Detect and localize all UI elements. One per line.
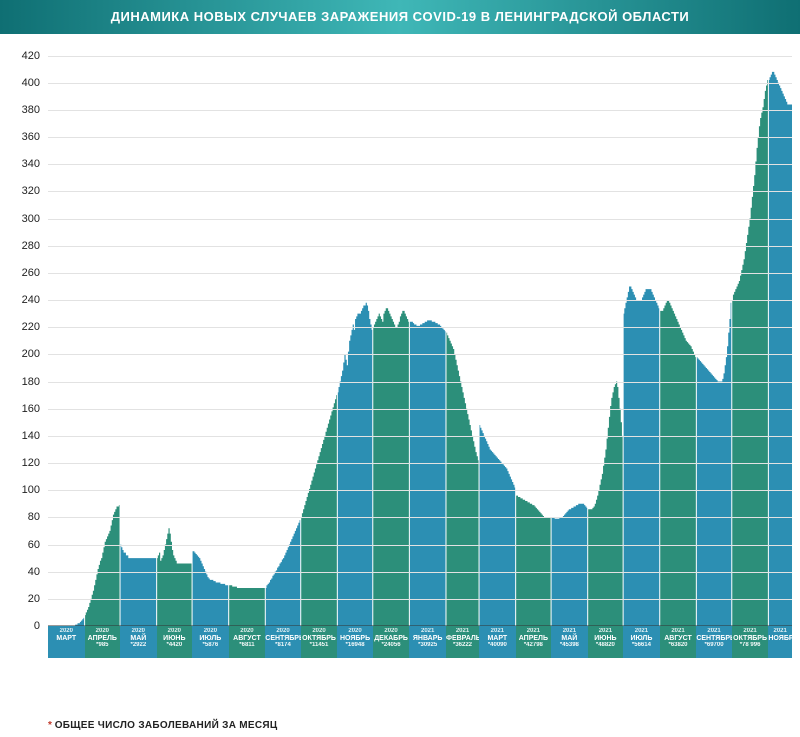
plot-area: 2020МАРТ2020АПРЕЛЬ*9852020МАЙ*29222020ИЮ… — [48, 42, 792, 658]
x-month-label: 2020АПРЕЛЬ*985 — [85, 626, 120, 658]
gridline — [48, 382, 792, 383]
month-area — [373, 308, 410, 626]
x-month-label: 2021ФЕВРАЛЬ*36222 — [446, 626, 479, 658]
x-month-label: 2020НОЯБРЬ*16948 — [337, 626, 372, 658]
x-month-label: 2021СЕНТЯБРЬ*69700 — [696, 626, 731, 658]
x-month-label: 2021МАЙ*45398 — [551, 626, 588, 658]
month-area — [588, 382, 623, 626]
gridline — [48, 572, 792, 573]
gridline — [48, 56, 792, 57]
gridline — [48, 300, 792, 301]
gridline — [48, 463, 792, 464]
gridline — [48, 490, 792, 491]
gridline — [48, 83, 792, 84]
gridline — [48, 436, 792, 437]
month-area — [479, 425, 516, 626]
x-month-label: 2021АВГУСТ*63820 — [660, 626, 697, 658]
y-axis: 0 20 40 60 80 100 120 140 160 180 200 220 240 260 280 3… — [0, 42, 44, 658]
x-month-label: 2021АПРЕЛЬ*42798 — [516, 626, 551, 658]
gridline — [48, 191, 792, 192]
x-month-label: 2020ДЕКАБРЬ*24056 — [373, 626, 410, 658]
month-area — [157, 528, 192, 626]
x-month-label: 2020ИЮНЬ*4420 — [157, 626, 192, 658]
y-tick-label: 300 — [22, 213, 40, 225]
y-tick-label: 120 — [22, 457, 40, 469]
gridline — [48, 273, 792, 274]
y-tick-label: 0 — [34, 620, 40, 632]
y-tick-label: 260 — [22, 267, 40, 279]
gridline — [48, 164, 792, 165]
gridline — [48, 517, 792, 518]
y-tick-label: 200 — [22, 348, 40, 360]
month-area — [192, 551, 229, 626]
chart-container: { "title": "ДИНАМИКА НОВЫХ СЛУЧАЕВ ЗАРАЖ… — [0, 0, 800, 737]
y-tick-label: 380 — [22, 104, 40, 116]
y-tick-label: 160 — [22, 403, 40, 415]
month-area — [516, 496, 551, 626]
month-area — [623, 286, 660, 626]
x-month-label: 2021НОЯБРЬ — [768, 626, 792, 658]
x-month-label: 2020АВГУСТ*6811 — [229, 626, 266, 658]
gridline — [48, 219, 792, 220]
x-month-label: 2020МАРТ — [48, 626, 85, 658]
y-tick-label: 40 — [28, 566, 40, 578]
footnote: * ОБЩЕЕ ЧИСЛО ЗАБОЛЕВАНИЙ ЗА МЕСЯЦ — [48, 720, 278, 731]
month-area — [446, 333, 479, 626]
gridline — [48, 110, 792, 111]
x-month-label: 2021ОКТЯБРЬ*78 996 — [732, 626, 769, 658]
x-month-label: 2021ИЮЛЬ*56614 — [623, 626, 660, 658]
y-tick-label: 360 — [22, 131, 40, 143]
y-tick-label: 180 — [22, 376, 40, 388]
y-tick-label: 240 — [22, 294, 40, 306]
month-area — [337, 303, 372, 626]
month-area — [265, 520, 300, 626]
month-area — [229, 585, 266, 626]
month-area — [301, 395, 338, 626]
y-tick-label: 400 — [22, 77, 40, 89]
gridline — [48, 545, 792, 546]
plot-svg — [48, 42, 792, 658]
month-area — [768, 72, 792, 626]
month-area — [85, 505, 120, 626]
gridline — [48, 599, 792, 600]
month-area — [120, 545, 157, 626]
gridline — [48, 246, 792, 247]
gridline — [48, 327, 792, 328]
gridline — [48, 409, 792, 410]
gridline — [48, 137, 792, 138]
y-tick-label: 340 — [22, 158, 40, 170]
y-tick-label: 220 — [22, 321, 40, 333]
x-month-label: 2021ИЮНЬ*48820 — [588, 626, 623, 658]
x-month-label: 2020МАЙ*2922 — [120, 626, 157, 658]
x-month-label: 2021ЯНВАРЬ*30925 — [409, 626, 446, 658]
y-tick-label: 100 — [22, 484, 40, 496]
y-tick-label: 20 — [28, 593, 40, 605]
y-tick-label: 320 — [22, 185, 40, 197]
x-month-label: 2020ОКТЯБРЬ*11451 — [301, 626, 338, 658]
x-month-label: 2020СЕНТЯБРЬ*8174 — [265, 626, 300, 658]
month-area — [48, 618, 85, 626]
chart-title: ДИНАМИКА НОВЫХ СЛУЧАЕВ ЗАРАЖЕНИЯ COVID-1… — [0, 0, 800, 34]
footnote-text: ОБЩЕЕ ЧИСЛО ЗАБОЛЕВАНИЙ ЗА МЕСЯЦ — [55, 720, 278, 731]
gridline — [48, 354, 792, 355]
y-tick-label: 420 — [22, 50, 40, 62]
footnote-asterisk: * — [48, 720, 52, 731]
month-area — [551, 504, 588, 626]
y-tick-label: 80 — [28, 511, 40, 523]
y-tick-label: 60 — [28, 539, 40, 551]
x-month-label: 2020ИЮЛЬ*5876 — [192, 626, 229, 658]
month-area — [409, 320, 446, 626]
month-area — [696, 303, 731, 626]
y-tick-label: 280 — [22, 240, 40, 252]
x-month-label: 2021МАРТ*40090 — [479, 626, 516, 658]
y-tick-label: 140 — [22, 430, 40, 442]
